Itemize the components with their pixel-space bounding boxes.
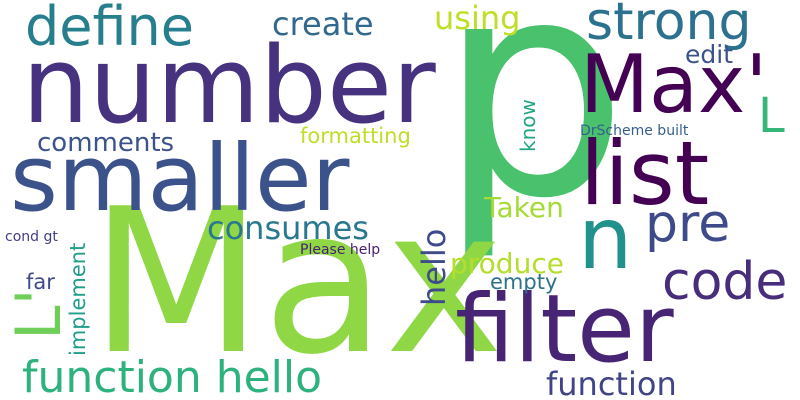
word-create: create — [272, 5, 374, 43]
word-using: using — [434, 0, 521, 37]
word-pre: pre — [645, 194, 731, 254]
word-l: L — [758, 88, 785, 144]
word-define: define — [25, 0, 194, 58]
word-n: n — [578, 189, 633, 289]
word-comments: comments — [37, 128, 175, 158]
word-consumes: consumes — [207, 209, 369, 247]
word-taken: Taken — [484, 191, 564, 224]
word-max: Max — [90, 166, 504, 399]
word-list: list — [580, 122, 710, 225]
word-formatting: formatting — [300, 124, 411, 148]
word-please-help: Please help — [300, 242, 381, 258]
word-code: code — [662, 252, 788, 312]
word-produce: produce — [450, 247, 564, 280]
word-number: number — [22, 24, 436, 147]
word-implement: implement — [66, 242, 90, 356]
word-l-prime: L' — [2, 288, 75, 340]
word-function: function — [546, 365, 677, 400]
word-empty: empty — [490, 270, 558, 294]
word-filter: filter — [455, 275, 674, 384]
word-hello: hello — [415, 228, 453, 306]
word-cond-gt: cond gt — [5, 229, 58, 245]
word-smaller: smaller — [10, 125, 350, 232]
word-strong: strong — [586, 0, 752, 52]
word-p: p — [438, 0, 629, 264]
word-max-prime: Max' — [580, 38, 768, 131]
word-know: know — [516, 99, 540, 152]
word-edit: edit — [685, 40, 733, 69]
word-far: far — [26, 270, 55, 294]
word-function-hello: function hello — [22, 352, 323, 400]
word-drscheme-built: DrScheme built — [580, 123, 689, 139]
